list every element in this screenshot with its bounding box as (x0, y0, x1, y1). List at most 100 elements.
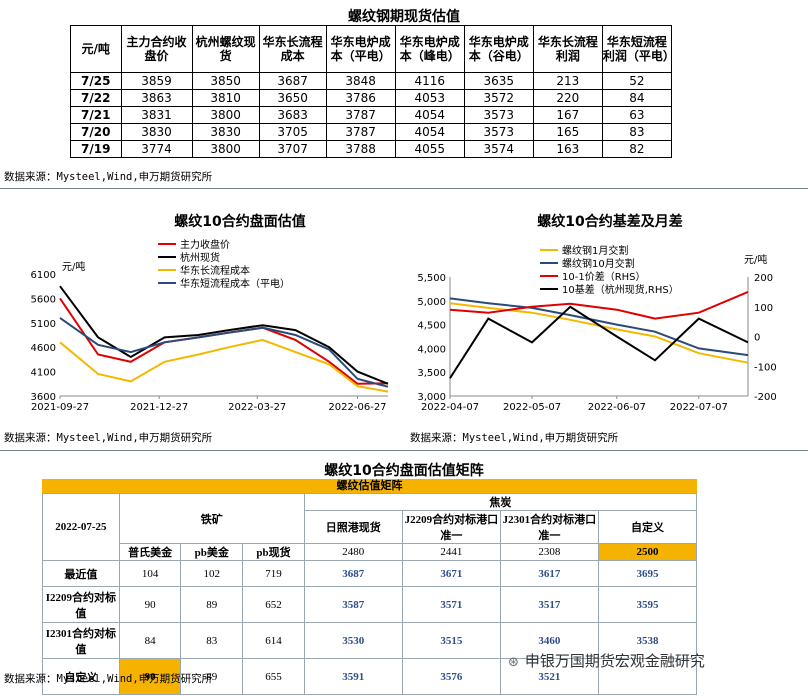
y-tick-label: 3,000 (417, 392, 446, 403)
table-cell: 3831 (120, 106, 193, 124)
legend-label: 主力收盘价 (180, 238, 230, 251)
chart1-title: 螺纹10合约盘面估值 (174, 214, 306, 230)
table-cell: 165 (532, 123, 603, 141)
header-cell: 华东电炉成本（峰电） (394, 25, 465, 73)
header-cell: 华东电炉成本（平电） (325, 25, 396, 73)
coke-custom-value[interactable]: 2500 (597, 543, 698, 561)
y-tick-label: 4100 (31, 368, 56, 379)
table-cell: 84 (601, 89, 673, 107)
x-tick-label: 2021-12-27 (130, 402, 188, 413)
header-cell: 元/吨 (70, 25, 122, 73)
x-tick-label: 2022-03-27 (228, 402, 286, 413)
matrix-date: 2022-07-25 (42, 493, 120, 561)
y-tick-label-right: 200 (754, 273, 773, 284)
series-line (449, 297, 749, 357)
matrix-row-label: 自定义 (42, 658, 120, 695)
ore-value: 102 (180, 560, 244, 587)
ore-value[interactable]: 90 (118, 658, 182, 695)
row-date: 7/25 (70, 72, 122, 90)
y-tick-label-right: 0 (754, 333, 760, 344)
table-cell: 3683 (258, 106, 327, 124)
table-cell: 3848 (325, 72, 396, 90)
legend-label: 10-1价差（RHS） (562, 270, 646, 283)
header-cell: 华东电炉成本（谷电） (463, 25, 534, 73)
matrix-row-label: I2301合约对标值 (42, 622, 120, 659)
table-cell: 3707 (258, 140, 327, 158)
table-row: 7/19 3774 3800 3707 3788 4055 3574 163 82 (70, 140, 673, 158)
table-cell: 220 (532, 89, 603, 107)
series-line (449, 305, 749, 379)
table-row: 7/20 3830 3830 3705 3787 4054 3573 165 83 (70, 123, 673, 141)
table-cell: 3863 (120, 89, 193, 107)
table-cell: 3786 (325, 89, 396, 107)
iron-ore-header: 铁矿 (118, 493, 305, 544)
wechat-icon: ⊛ (508, 655, 519, 670)
table-cell: 3800 (191, 106, 260, 124)
valuation-value: 3595 (597, 586, 698, 623)
row-date: 7/21 (70, 106, 122, 124)
y-tick-label: 5600 (31, 294, 56, 305)
table-cell: 3830 (120, 123, 193, 141)
coke-col: J2209合约对标港口准一 (401, 510, 501, 544)
legend-label: 螺纹钢10月交割 (562, 257, 635, 270)
table-cell: 3573 (463, 106, 534, 124)
ore-value: 719 (242, 560, 305, 587)
valuation-value: 3587 (303, 586, 403, 623)
valuation-matrix: 2022-07-25 铁矿 焦炭 日照港现货 J2209合约对标港口准一 J23… (42, 493, 698, 695)
matrix-row-label: 最近值 (42, 560, 120, 587)
table1-title: 螺纹钢期现货估值 (348, 9, 460, 25)
coke-col: J2301合约对标港口准一 (499, 510, 599, 544)
coke-value: 2441 (401, 543, 501, 561)
chart2-title: 螺纹10合约基差及月差 (537, 214, 683, 230)
table-cell: 3572 (463, 89, 534, 107)
table-cell: 3788 (325, 140, 396, 158)
valuation-value: 3571 (401, 586, 501, 623)
y-tick-label: 5,500 (417, 273, 446, 284)
y-tick-label: 6100 (31, 270, 56, 281)
table-cell: 213 (532, 72, 603, 90)
ore-value: 84 (118, 622, 182, 659)
divider (0, 450, 808, 451)
table-cell: 4116 (394, 72, 465, 90)
ore-value: 83 (180, 622, 244, 659)
table-cell: 3635 (463, 72, 534, 90)
x-tick-label: 2021-09-27 (31, 402, 89, 413)
coke-header: 焦炭 (303, 493, 698, 511)
y-tick-label-right: -100 (754, 362, 777, 373)
x-tick-label: 2022-07-07 (670, 402, 728, 413)
header-cell: 华东短流程利润（平电） (601, 25, 675, 73)
header-cell: 杭州螺纹现货 (191, 25, 260, 73)
ore-value: 614 (242, 622, 305, 659)
header-cell: 主力合约收盘价 (120, 25, 193, 73)
valuation-value: 3576 (401, 658, 501, 695)
legend-label: 华东短流程成本（平电） (180, 277, 290, 290)
valuation-value: 3671 (401, 560, 501, 587)
table-cell: 3787 (325, 123, 396, 141)
ore-value: 90 (118, 586, 182, 623)
chart1-source: 数据来源：Mysteel,Wind,申万期货研究所 (4, 432, 213, 444)
table-cell: 4053 (394, 89, 465, 107)
valuation-value: 3530 (303, 622, 403, 659)
coke-col: 自定义 (597, 510, 698, 544)
matrix-row: I2301合约对标值 84 83 614 3530 3515 3460 3538 (42, 622, 698, 659)
ore-value: 652 (242, 586, 305, 623)
table-row: 7/21 3831 3800 3683 3787 4054 3573 167 63 (70, 106, 673, 124)
y-tick-label: 4600 (31, 343, 56, 354)
y-tick-label-right: 100 (754, 303, 773, 314)
y-tick-label: 5,000 (417, 297, 446, 308)
coke-col: 日照港现货 (303, 510, 403, 544)
matrix-title: 螺纹10合约盘面估值矩阵 (324, 463, 484, 479)
series-line (59, 338, 389, 393)
y-tick-label-right: -200 (754, 392, 777, 403)
table1-source: 数据来源：Mysteel,Wind,申万期货研究所 (4, 171, 213, 183)
table-cell: 3810 (191, 89, 260, 107)
ore-value: 89 (180, 586, 244, 623)
valuation-value: 3538 (597, 622, 698, 659)
matrix-source: 数据来源：Mysteel,Wind,申万期货研究所 (4, 673, 213, 685)
series-line (449, 302, 749, 364)
valuation-value: 3591 (303, 658, 403, 695)
table-cell: 3800 (191, 140, 260, 158)
series-line (449, 290, 749, 320)
valuation-value: 3521 (499, 658, 599, 695)
row-date: 7/22 (70, 89, 122, 107)
